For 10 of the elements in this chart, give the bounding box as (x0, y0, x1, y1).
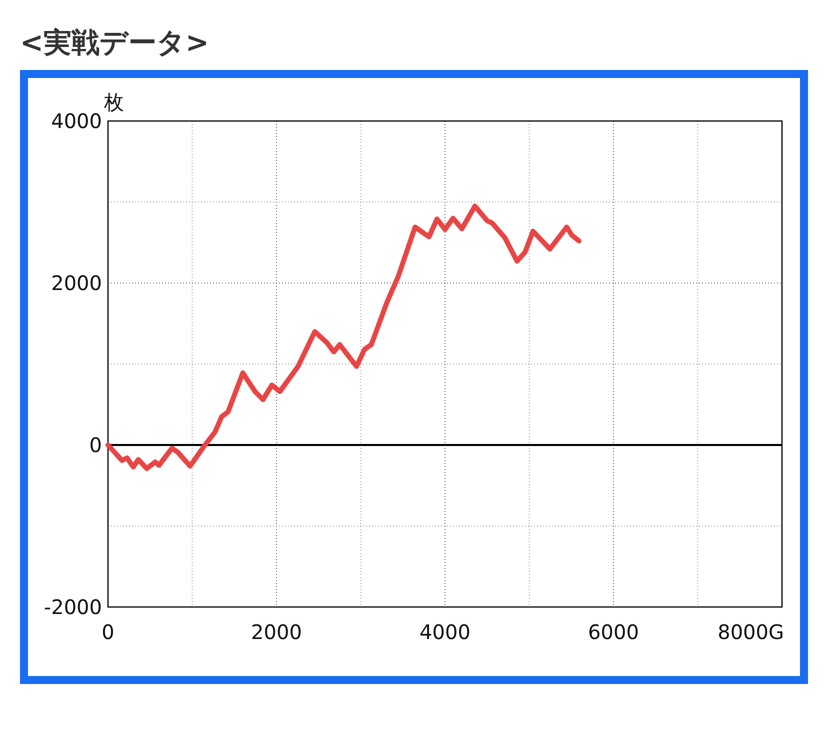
y-tick-label: 2000 (51, 271, 102, 295)
x-tick-label: 2000 (251, 620, 302, 644)
y-axis-title: 枚 (103, 90, 124, 114)
y-tick-label: 0 (89, 433, 102, 457)
y-tick-label: -2000 (44, 595, 102, 619)
y-tick-label: 4000 (51, 109, 102, 133)
x-tick-label: 8000G (718, 620, 784, 644)
x-tick-label: 4000 (420, 620, 470, 644)
chart-title: <実戦データ> (20, 26, 209, 59)
x-tick-label: 6000 (588, 620, 639, 644)
